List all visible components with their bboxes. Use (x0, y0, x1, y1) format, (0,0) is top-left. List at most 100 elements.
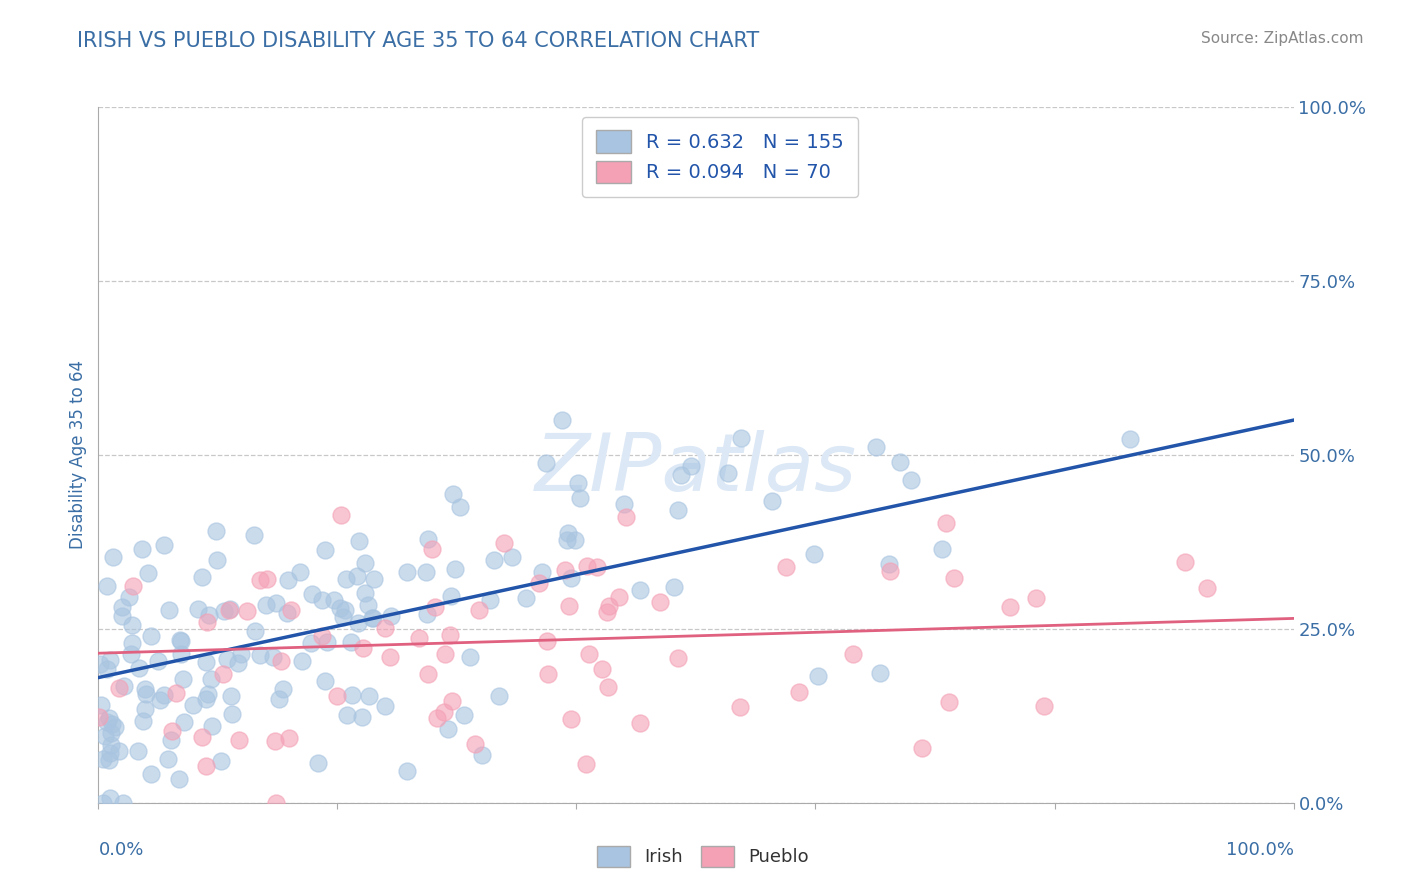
Point (415, 565, 437, 579)
Point (243, 528, 266, 542)
Point (501, 550, 523, 565)
Point (761, 493, 783, 508)
Point (205, 553, 228, 567)
Point (354, 556, 377, 570)
Point (100, 738, 122, 752)
Point (214, 604, 236, 618)
Point (464, 737, 486, 751)
Point (380, 609, 402, 624)
Point (183, 698, 205, 712)
Legend: Irish, Pueblo: Irish, Pueblo (591, 838, 815, 874)
Point (408, 631, 430, 645)
Point (187, 602, 209, 616)
Point (1000, 599, 1022, 614)
Text: 100.0%: 100.0% (1226, 841, 1294, 859)
Point (277, 731, 299, 746)
Point (263, 734, 285, 748)
Point (340, 688, 363, 702)
Point (347, 534, 370, 549)
Point (98, 791, 121, 805)
Point (717, 466, 740, 480)
Point (288, 565, 311, 579)
Point (121, 636, 143, 650)
Point (378, 649, 401, 664)
Point (93, 751, 115, 765)
Point (568, 491, 591, 505)
Point (169, 633, 191, 648)
Point (326, 690, 349, 704)
Point (256, 572, 278, 586)
Point (172, 672, 194, 686)
Point (869, 665, 891, 680)
Point (101, 717, 124, 731)
Point (291, 654, 314, 668)
Point (529, 575, 551, 590)
Point (578, 647, 600, 661)
Point (157, 602, 180, 616)
Point (135, 687, 157, 701)
Point (354, 585, 377, 599)
Point (346, 615, 368, 630)
Point (357, 690, 380, 704)
Point (307, 756, 329, 770)
Point (335, 572, 357, 586)
Point (453, 708, 475, 723)
Point (449, 500, 471, 515)
Point (94, 729, 117, 743)
Point (596, 605, 619, 619)
Point (264, 596, 287, 610)
Point (560, 712, 582, 726)
Text: Source: ZipAtlas.com: Source: ZipAtlas.com (1201, 31, 1364, 46)
Point (221, 706, 243, 721)
Point (195, 655, 218, 669)
Point (346, 569, 368, 583)
Point (212, 667, 235, 681)
Point (329, 508, 352, 522)
Point (628, 582, 651, 597)
Point (1195, 581, 1218, 595)
Point (803, 547, 825, 561)
Point (1025, 591, 1047, 606)
Point (555, 533, 578, 547)
Point (352, 640, 374, 655)
Point (96, 714, 118, 729)
Point (249, 648, 271, 662)
Point (1032, 698, 1054, 713)
Point (1118, 432, 1140, 446)
Point (121, 618, 143, 632)
Point (131, 542, 153, 557)
Point (361, 610, 384, 624)
Point (148, 654, 170, 668)
Point (254, 599, 277, 613)
Point (97, 711, 120, 725)
Point (551, 413, 574, 427)
Point (591, 662, 613, 676)
Point (662, 580, 685, 594)
Point (98, 653, 121, 667)
Point (93, 796, 115, 810)
Y-axis label: Disability Age 35 to 64: Disability Age 35 to 64 (69, 360, 87, 549)
Point (586, 560, 609, 574)
Point (416, 607, 439, 622)
Point (243, 624, 266, 639)
Point (531, 565, 554, 579)
Legend: R = 0.632   N = 155, R = 0.094   N = 70: R = 0.632 N = 155, R = 0.094 N = 70 (582, 117, 858, 196)
Point (153, 689, 176, 703)
Point (374, 698, 396, 713)
Point (153, 538, 176, 552)
Point (775, 560, 797, 574)
Point (557, 599, 579, 614)
Point (149, 693, 172, 707)
Point (197, 607, 219, 622)
Point (560, 571, 582, 585)
Point (842, 647, 865, 661)
Point (134, 702, 156, 716)
Point (628, 715, 651, 730)
Point (316, 634, 339, 648)
Point (350, 709, 373, 723)
Point (443, 562, 465, 576)
Point (439, 627, 461, 641)
Point (567, 476, 589, 491)
Point (329, 600, 352, 615)
Point (314, 543, 336, 558)
